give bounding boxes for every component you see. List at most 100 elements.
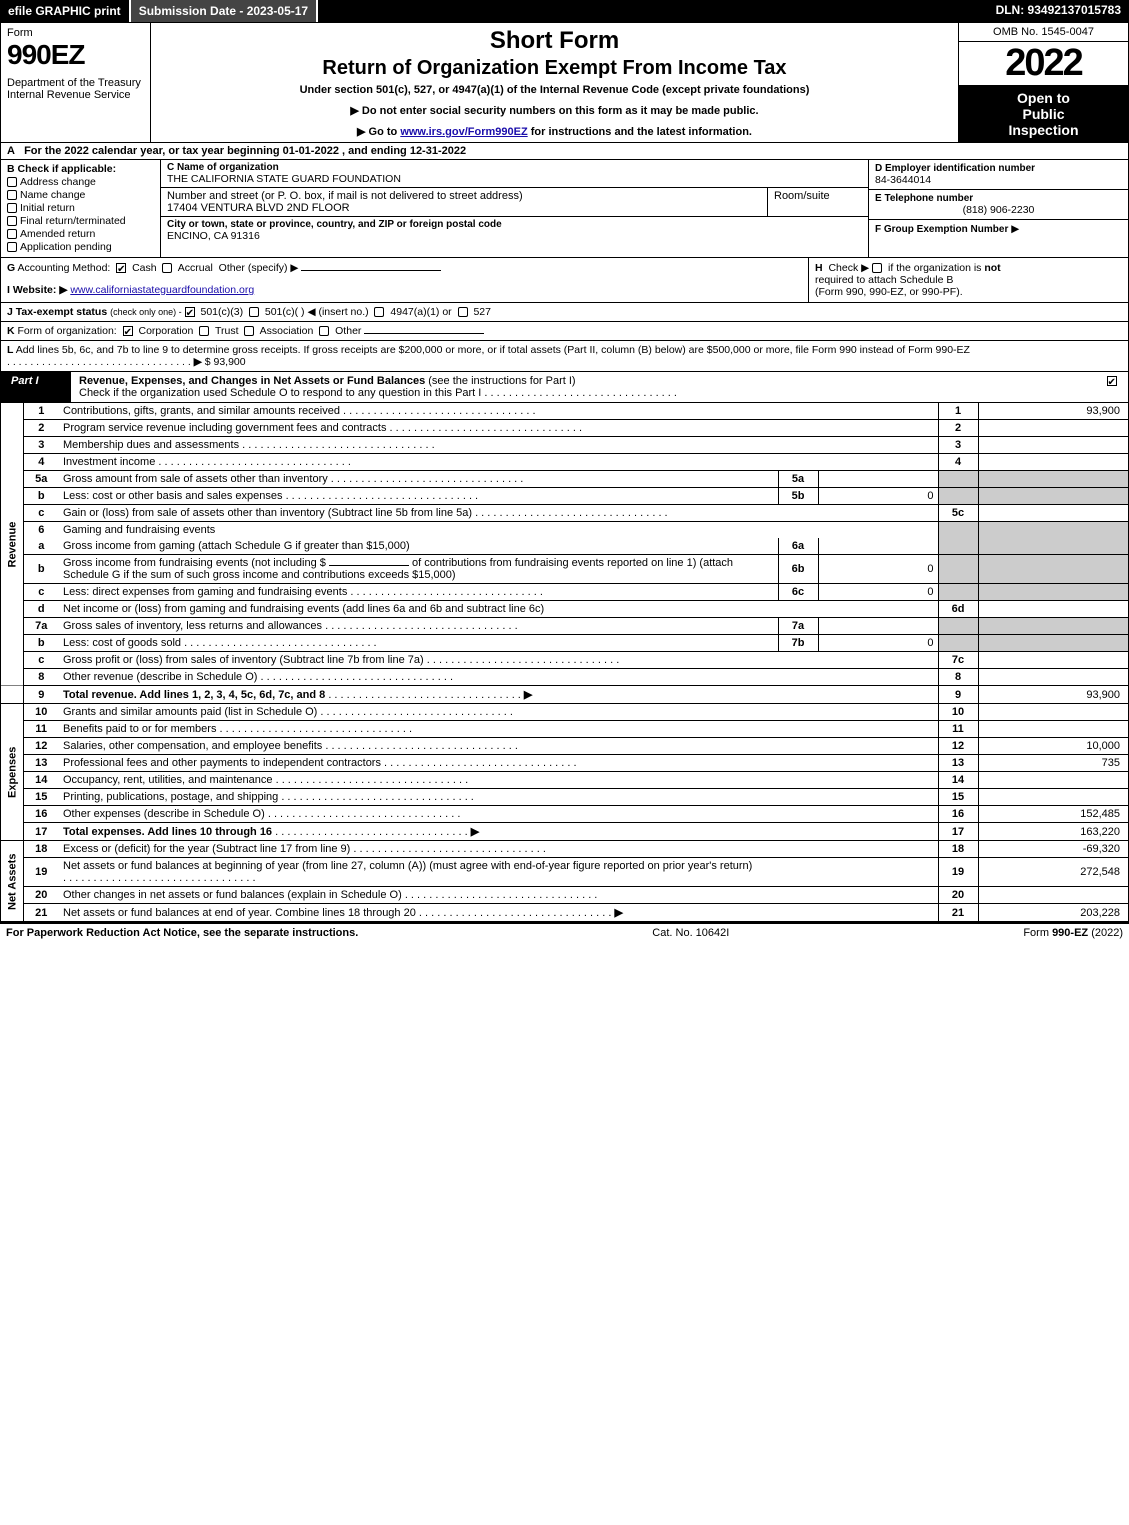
row-6a: a Gross income from gaming (attach Sched… (1, 538, 1128, 555)
col-def: D Employer identification number 84-3644… (868, 160, 1128, 257)
submission-date: Submission Date - 2023-05-17 (131, 0, 318, 22)
note-ssn: ▶ Do not enter social security numbers o… (159, 104, 950, 117)
title-return: Return of Organization Exempt From Incom… (159, 57, 950, 80)
row-4: 4 Investment income 4 (1, 454, 1128, 471)
chk-amended-return[interactable]: Amended return (7, 228, 154, 240)
k-text: Form of organization: (18, 325, 117, 337)
chk-application-pending[interactable]: Application pending (7, 241, 154, 253)
chk-address-change[interactable]: Address change (7, 176, 154, 188)
org-name-row: C Name of organization THE CALIFORNIA ST… (161, 160, 868, 188)
part1-check-line: Check if the organization used Schedule … (79, 387, 481, 399)
room-suite: Room/suite (768, 188, 868, 216)
topbar-spacer (318, 0, 987, 22)
j-tail: (check only one) - (110, 307, 182, 317)
row-15: 15 Printing, publications, postage, and … (1, 789, 1128, 806)
chk-501c[interactable] (249, 307, 259, 317)
chk-initial-return[interactable]: Initial return (7, 202, 154, 214)
chk-4947[interactable] (374, 307, 384, 317)
row-a-label: A (7, 145, 21, 157)
val-12: 10,000 (978, 738, 1128, 755)
note2-pre: ▶ Go to (357, 126, 400, 138)
row-7c: c Gross profit or (loss) from sales of i… (1, 652, 1128, 669)
side-expenses: Expenses (1, 704, 23, 841)
row-1: Revenue 1 Contributions, gifts, grants, … (1, 403, 1128, 420)
header-left: Form 990EZ Department of the Treasury In… (1, 23, 151, 142)
row-6: 6 Gaming and fundraising events (1, 522, 1128, 539)
chk-association[interactable] (244, 326, 254, 336)
omb-label: OMB No. 1545-0047 (959, 23, 1128, 42)
row-7a: 7a Gross sales of inventory, less return… (1, 618, 1128, 635)
g-text: Accounting Method: (18, 262, 111, 274)
website-link[interactable]: www.californiastateguardfoundation.org (70, 284, 254, 296)
addr-row: Number and street (or P. O. box, if mail… (161, 188, 768, 216)
row-2: 2 Program service revenue including gove… (1, 420, 1128, 437)
row-9: 9 Total revenue. Add lines 1, 2, 3, 4, 5… (1, 686, 1128, 704)
h-not: not (984, 262, 1000, 274)
col-b-label: B (7, 163, 15, 175)
note2-post: for instructions and the latest informat… (528, 126, 752, 138)
row-6d: d Net income or (loss) from gaming and f… (1, 601, 1128, 618)
block-bcdef: B Check if applicable: Address change Na… (1, 160, 1128, 258)
row-6c: c Less: direct expenses from gaming and … (1, 584, 1128, 601)
i-label: I Website: ▶ (7, 284, 67, 296)
efile-label: efile GRAPHIC print (0, 0, 131, 22)
chk-other-org[interactable] (319, 326, 329, 336)
phone-row: E Telephone number (818) 906-2230 (869, 190, 1128, 220)
chk-527[interactable] (458, 307, 468, 317)
row-k: K Form of organization: Corporation Trus… (1, 322, 1128, 341)
row-a-text: For the 2022 calendar year, or tax year … (24, 145, 466, 157)
phone-value: (818) 906-2230 (875, 204, 1122, 216)
row-17: 17 Total expenses. Add lines 10 through … (1, 823, 1128, 841)
part1-title: Revenue, Expenses, and Changes in Net As… (71, 372, 1098, 402)
city-label: City or town, state or province, country… (167, 219, 862, 230)
note-goto: ▶ Go to www.irs.gov/Form990EZ for instru… (159, 125, 950, 138)
inspect-2: Public (961, 106, 1126, 122)
val-19: 272,548 (978, 858, 1128, 887)
row-21: 21 Net assets or fund balances at end of… (1, 904, 1128, 922)
chk-corporation[interactable] (123, 326, 133, 336)
org-name-label: C Name of organization (167, 162, 862, 173)
group-exemption-arrow: ▶ (1011, 223, 1019, 235)
row-11: 11 Benefits paid to or for members 11 (1, 721, 1128, 738)
chk-name-change[interactable]: Name change (7, 189, 154, 201)
form-word: Form (7, 27, 144, 39)
inspection-badge: Open to Public Inspection (959, 85, 1128, 142)
ein-label: D Employer identification number (875, 163, 1122, 174)
h-text3: required to attach Schedule B (815, 274, 953, 286)
irs-link[interactable]: www.irs.gov/Form990EZ (400, 126, 527, 138)
h-text2: if the organization is (888, 262, 981, 274)
subtitle: Under section 501(c), 527, or 4947(a)(1)… (159, 84, 950, 96)
row-3: 3 Membership dues and assessments 3 (1, 437, 1128, 454)
title-short-form: Short Form (159, 27, 950, 55)
col-c: C Name of organization THE CALIFORNIA ST… (161, 160, 868, 257)
chk-accrual[interactable] (162, 263, 172, 273)
l-label: L (7, 344, 13, 356)
chk-final-return[interactable]: Final return/terminated (7, 215, 154, 227)
chk-trust[interactable] (199, 326, 209, 336)
chk-501c3[interactable] (185, 307, 195, 317)
row-10: Expenses 10 Grants and similar amounts p… (1, 704, 1128, 721)
form-header: Form 990EZ Department of the Treasury In… (1, 23, 1128, 143)
row-5a: 5a Gross amount from sale of assets othe… (1, 471, 1128, 488)
chk-cash[interactable] (116, 263, 126, 273)
part1-tag: Part I (1, 372, 71, 402)
row-16: 16 Other expenses (describe in Schedule … (1, 806, 1128, 823)
row-8: 8 Other revenue (describe in Schedule O)… (1, 669, 1128, 686)
row-5c: c Gain or (loss) from sale of assets oth… (1, 505, 1128, 522)
footer-right: Form 990-EZ (2022) (1023, 927, 1123, 939)
row-a: A For the 2022 calendar year, or tax yea… (1, 143, 1128, 160)
row-6b: b Gross income from fundraising events (… (1, 555, 1128, 584)
addr-value: 17404 VENTURA BLVD 2ND FLOOR (167, 202, 761, 214)
chk-h[interactable] (872, 263, 882, 273)
h-label: H (815, 262, 823, 274)
org-name-value: THE CALIFORNIA STATE GUARD FOUNDATION (167, 173, 862, 185)
part1-schedule-o-check[interactable] (1098, 372, 1128, 402)
g-label: G (7, 262, 15, 274)
val-16: 152,485 (978, 806, 1128, 823)
row-13: 13 Professional fees and other payments … (1, 755, 1128, 772)
addr-label: Number and street (or P. O. box, if mail… (167, 190, 761, 202)
val-17: 163,220 (978, 823, 1128, 841)
header-mid: Short Form Return of Organization Exempt… (151, 23, 958, 142)
row-18: Net Assets 18 Excess or (deficit) for th… (1, 841, 1128, 858)
part1-table: Revenue 1 Contributions, gifts, grants, … (1, 403, 1128, 922)
